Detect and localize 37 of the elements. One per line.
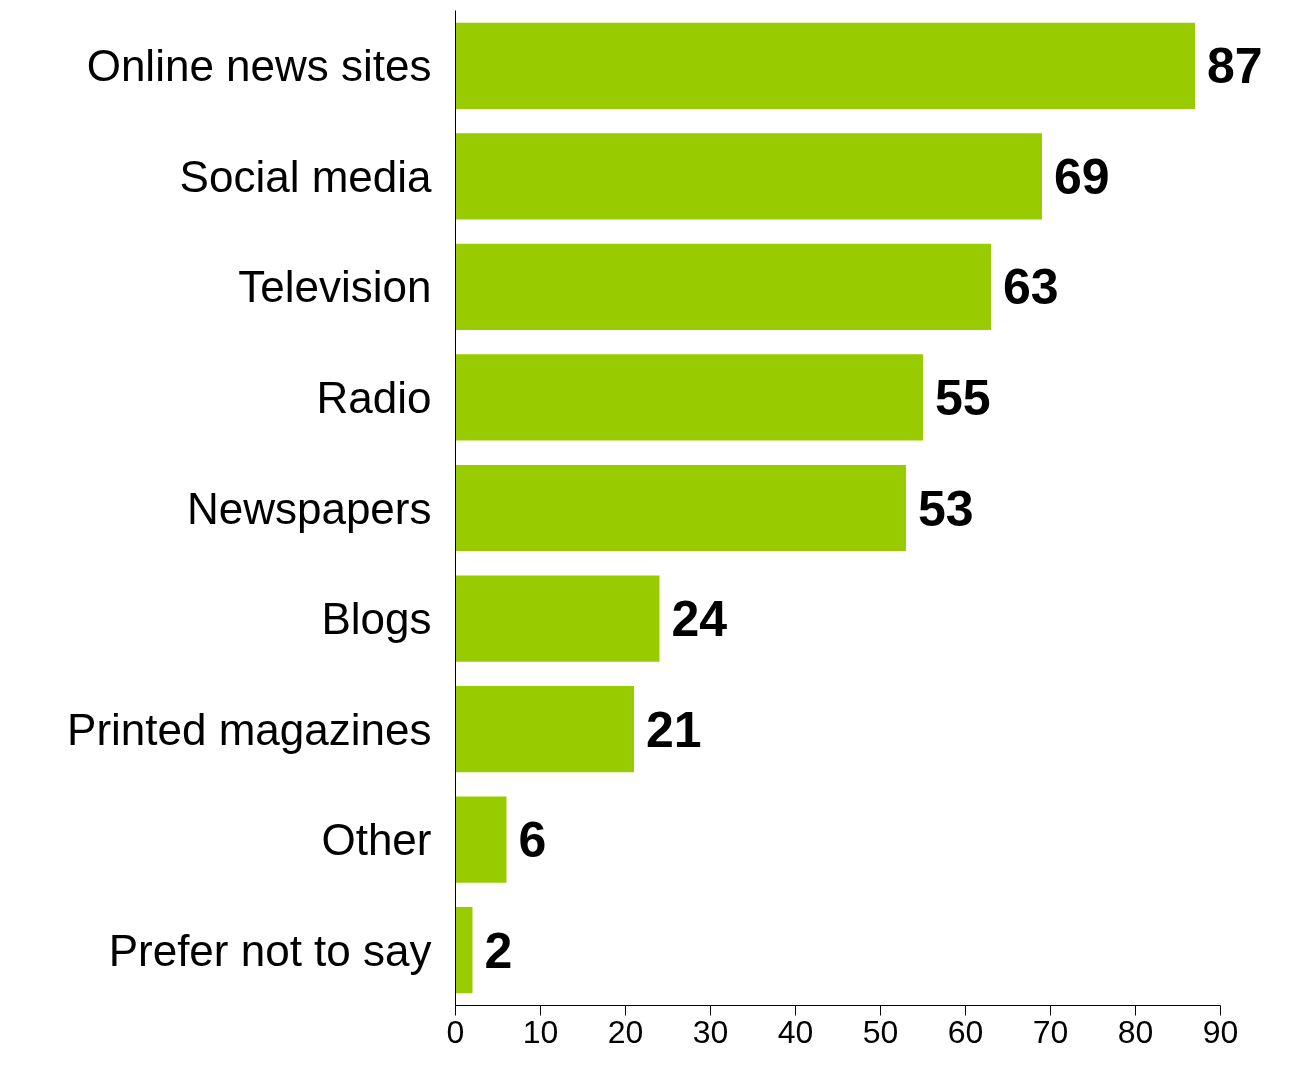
bar (455, 907, 473, 994)
y-tick-label: Prefer not to say (108, 925, 432, 975)
x-tick-label: 90 (1202, 1013, 1239, 1050)
y-tick-label: Printed magazines (67, 704, 432, 754)
bar (455, 133, 1042, 220)
y-tick-label: Other (321, 815, 432, 865)
y-tick-label: Online news sites (86, 41, 432, 91)
x-tick-label: 10 (522, 1013, 559, 1050)
bar (455, 22, 1195, 109)
data-label: 87 (1207, 38, 1263, 95)
x-tick-label: 50 (862, 1013, 899, 1050)
data-label: 63 (1003, 259, 1059, 316)
x-tick-label: 70 (1032, 1013, 1069, 1050)
x-tick-label: 80 (1117, 1013, 1154, 1050)
bar (455, 575, 660, 662)
x-tick-label: 60 (947, 1013, 984, 1050)
y-tick-label: Television (238, 262, 432, 312)
bar (455, 464, 906, 552)
x-tick-label: 20 (607, 1013, 644, 1050)
x-tick-label: 0 (446, 1013, 465, 1050)
x-tick-label: 40 (777, 1013, 814, 1050)
data-label: 6 (518, 812, 547, 869)
data-label: 24 (671, 591, 728, 648)
data-label: 21 (646, 701, 702, 758)
data-label: 55 (935, 369, 991, 426)
bar (455, 796, 507, 883)
y-tick-label: Radio (316, 372, 432, 422)
y-tick-label: Newspapers (186, 483, 432, 533)
data-label: 69 (1054, 148, 1110, 205)
data-label: 53 (918, 480, 974, 537)
bar (455, 685, 634, 773)
y-tick-label: Social media (179, 151, 433, 201)
bar (455, 354, 923, 441)
y-tick-label: Blogs (321, 594, 432, 644)
data-label: 2 (484, 922, 513, 979)
x-tick-label: 30 (692, 1013, 729, 1050)
bar (455, 243, 991, 331)
